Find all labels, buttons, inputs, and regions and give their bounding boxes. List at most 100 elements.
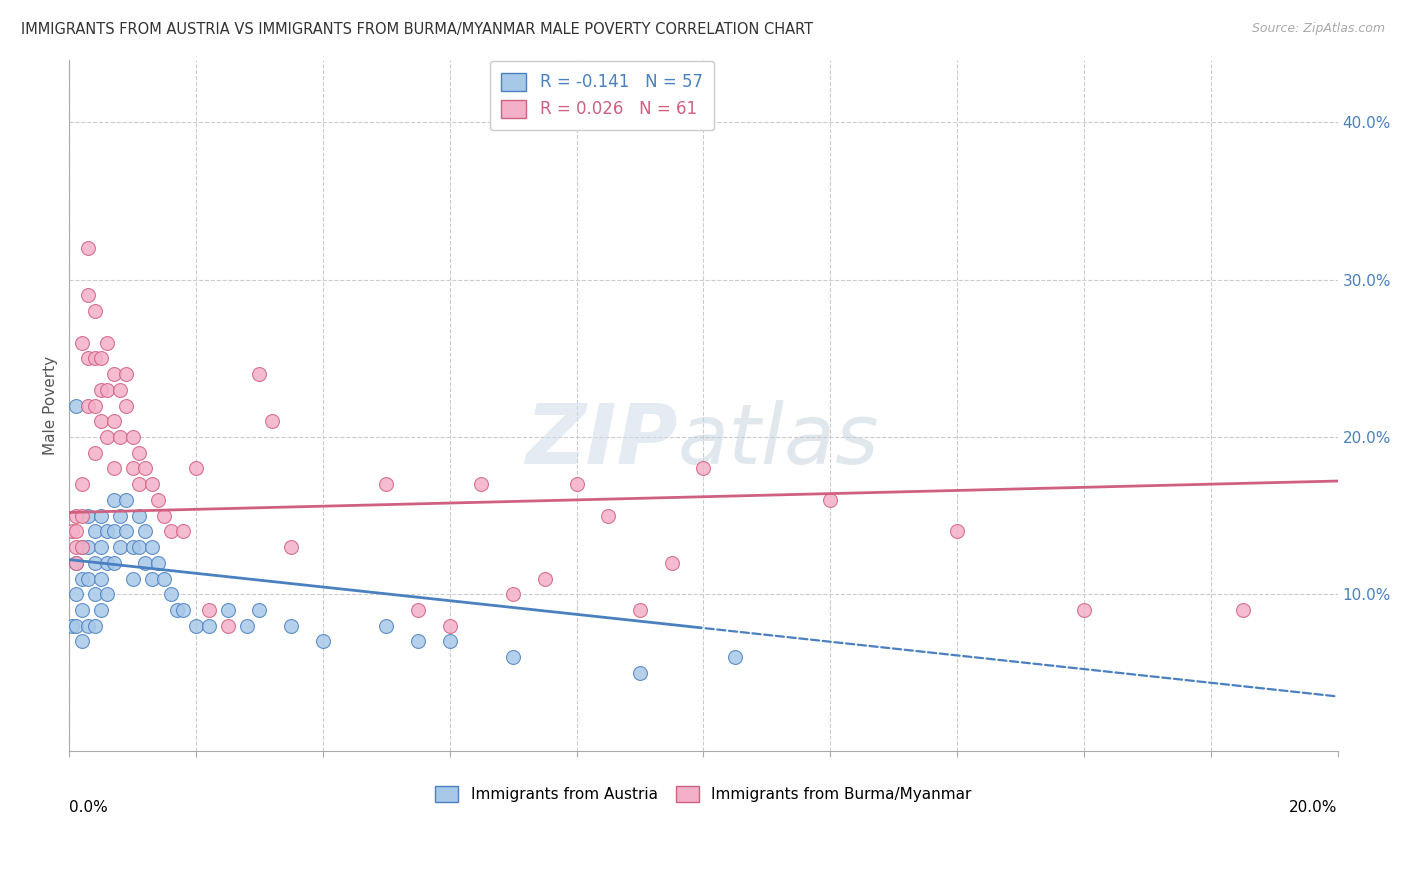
Point xyxy=(439,634,461,648)
Point xyxy=(249,367,271,381)
Y-axis label: Male Poverty: Male Poverty xyxy=(44,356,58,455)
Text: Source: ZipAtlas.com: Source: ZipAtlas.com xyxy=(1251,22,1385,36)
Text: 0.0%: 0.0% xyxy=(69,800,108,815)
Point xyxy=(70,540,93,554)
Point xyxy=(661,556,683,570)
Point xyxy=(184,461,207,475)
Point xyxy=(128,477,150,491)
Point xyxy=(65,556,87,570)
Point xyxy=(565,477,588,491)
Point xyxy=(90,603,112,617)
Point xyxy=(70,572,93,586)
Text: atlas: atlas xyxy=(678,400,880,481)
Point xyxy=(628,665,651,680)
Point xyxy=(115,492,138,507)
Point xyxy=(108,508,131,523)
Point xyxy=(153,572,176,586)
Point xyxy=(103,461,125,475)
Point xyxy=(141,540,163,554)
Point xyxy=(312,634,335,648)
Point xyxy=(146,492,169,507)
Point xyxy=(262,414,284,428)
Point xyxy=(90,351,112,366)
Point xyxy=(96,556,118,570)
Point xyxy=(153,508,176,523)
Point xyxy=(159,587,181,601)
Point xyxy=(65,508,87,523)
Point xyxy=(83,351,105,366)
Point xyxy=(65,587,87,601)
Point xyxy=(128,540,150,554)
Point xyxy=(108,430,131,444)
Point xyxy=(159,524,181,539)
Point xyxy=(83,399,105,413)
Point xyxy=(115,367,138,381)
Point xyxy=(121,461,143,475)
Point xyxy=(96,335,118,350)
Point xyxy=(406,634,429,648)
Point xyxy=(406,603,429,617)
Point xyxy=(96,430,118,444)
Point xyxy=(121,572,143,586)
Point xyxy=(141,477,163,491)
Point xyxy=(724,650,747,665)
Point xyxy=(141,572,163,586)
Point xyxy=(1073,603,1095,617)
Point xyxy=(77,540,100,554)
Point xyxy=(77,399,100,413)
Point xyxy=(217,603,239,617)
Point xyxy=(96,587,118,601)
Point xyxy=(90,414,112,428)
Point xyxy=(502,587,524,601)
Point xyxy=(83,524,105,539)
Point xyxy=(96,383,118,397)
Point xyxy=(236,618,259,632)
Point xyxy=(249,603,271,617)
Point xyxy=(820,492,842,507)
Point xyxy=(103,524,125,539)
Point xyxy=(65,540,87,554)
Point xyxy=(134,461,156,475)
Point xyxy=(121,540,143,554)
Point xyxy=(598,508,620,523)
Point xyxy=(502,650,524,665)
Point xyxy=(70,477,93,491)
Point xyxy=(83,304,105,318)
Point xyxy=(197,603,219,617)
Point xyxy=(115,399,138,413)
Point xyxy=(83,446,105,460)
Point xyxy=(83,587,105,601)
Point xyxy=(65,618,87,632)
Point xyxy=(184,618,207,632)
Point xyxy=(217,618,239,632)
Point xyxy=(70,540,93,554)
Point xyxy=(77,508,100,523)
Point xyxy=(172,524,194,539)
Point xyxy=(90,540,112,554)
Point xyxy=(90,383,112,397)
Point xyxy=(1232,603,1254,617)
Point xyxy=(90,572,112,586)
Point xyxy=(60,618,83,632)
Point xyxy=(470,477,492,491)
Point xyxy=(60,524,83,539)
Point xyxy=(134,556,156,570)
Point xyxy=(103,492,125,507)
Text: 20.0%: 20.0% xyxy=(1289,800,1337,815)
Point xyxy=(134,524,156,539)
Point xyxy=(70,634,93,648)
Point xyxy=(65,399,87,413)
Point xyxy=(77,288,100,302)
Text: IMMIGRANTS FROM AUSTRIA VS IMMIGRANTS FROM BURMA/MYANMAR MALE POVERTY CORRELATIO: IMMIGRANTS FROM AUSTRIA VS IMMIGRANTS FR… xyxy=(21,22,813,37)
Point xyxy=(439,618,461,632)
Point xyxy=(108,383,131,397)
Point xyxy=(692,461,714,475)
Point xyxy=(628,603,651,617)
Point xyxy=(103,414,125,428)
Legend: Immigrants from Austria, Immigrants from Burma/Myanmar: Immigrants from Austria, Immigrants from… xyxy=(425,775,983,813)
Point xyxy=(197,618,219,632)
Point xyxy=(108,540,131,554)
Point xyxy=(103,367,125,381)
Point xyxy=(534,572,557,586)
Point xyxy=(280,540,302,554)
